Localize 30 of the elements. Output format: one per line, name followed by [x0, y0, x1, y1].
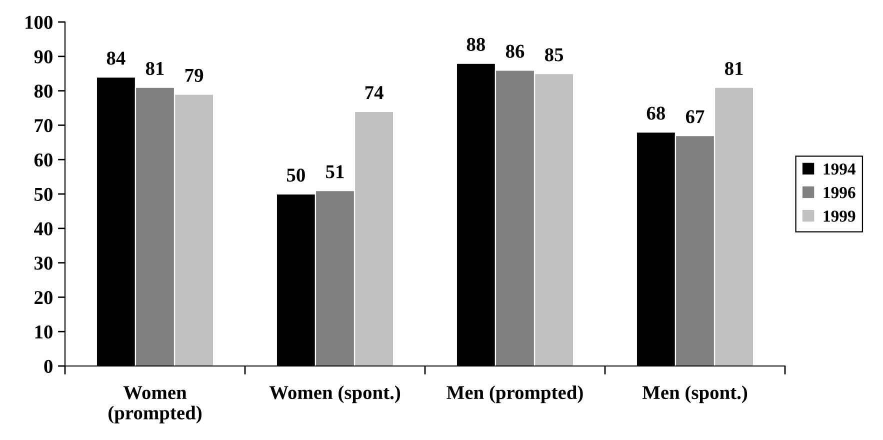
x-tick-label: Men (prompted) [446, 385, 583, 404]
y-tick-label: 70 [34, 119, 52, 132]
y-tick-label: 0 [44, 360, 52, 373]
y-tick-label: 50 [34, 188, 52, 201]
x-tick-label: Women (prompted) [108, 386, 202, 424]
legend-label: 1994 [824, 163, 856, 175]
x-tick-label: Women (spont.) [269, 385, 400, 404]
data-label: 79 [185, 68, 204, 82]
data-label: 81 [146, 62, 164, 76]
data-label: 68 [646, 106, 666, 120]
data-label: 51 [326, 165, 344, 178]
y-tick-label: 80 [34, 84, 52, 98]
data-label: 50 [286, 168, 305, 182]
y-tick-label: 90 [34, 50, 52, 64]
data-label: 67 [686, 110, 704, 124]
legend-label: 1996 [824, 187, 856, 198]
data-label: 74 [365, 86, 384, 99]
y-tick-label: 100 [26, 16, 52, 29]
data-label: 86 [506, 44, 524, 58]
y-tick-label: 60 [34, 153, 52, 167]
y-tick-label: 20 [34, 291, 52, 304]
data-label: 84 [106, 52, 126, 65]
y-tick-label: 30 [34, 256, 52, 270]
legend-label: 1999 [824, 210, 856, 222]
data-label: 81 [724, 62, 743, 76]
x-tick-label: Men (spont.) [642, 385, 748, 404]
data-label: 85 [544, 48, 564, 62]
y-tick-label: 10 [35, 325, 52, 339]
y-tick-label: 40 [34, 222, 52, 236]
data-label: 88 [466, 38, 486, 51]
